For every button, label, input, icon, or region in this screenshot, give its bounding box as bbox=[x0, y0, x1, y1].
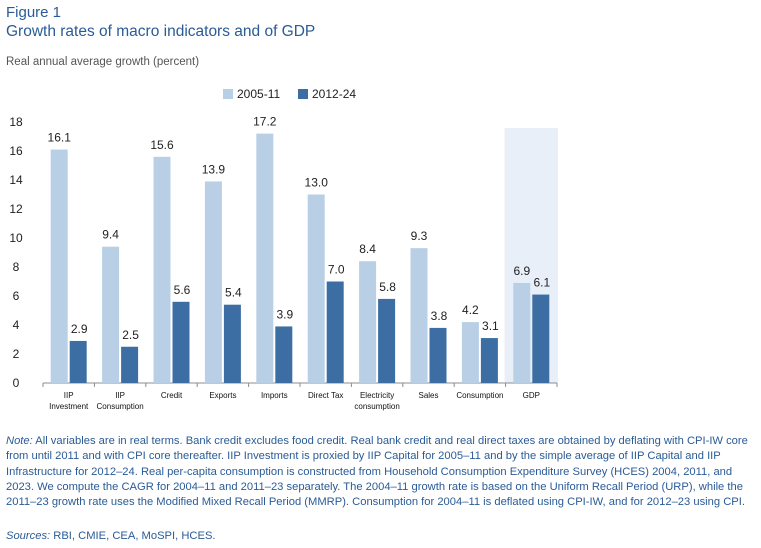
legend-swatch-2005-11 bbox=[223, 89, 233, 99]
data-label-2012-24: 5.6 bbox=[174, 283, 191, 297]
y-tick-label: 10 bbox=[9, 231, 23, 245]
data-label-2005-11: 16.1 bbox=[48, 131, 72, 145]
x-tick-label: Consumption bbox=[97, 402, 144, 411]
data-label-2005-11: 9.4 bbox=[102, 228, 119, 242]
chart-note: Note: All variables are in real terms. B… bbox=[6, 434, 754, 510]
y-tick-label: 14 bbox=[9, 173, 23, 187]
legend-label-2012-24: 2012-24 bbox=[312, 87, 356, 101]
bar-2005-11 bbox=[256, 133, 274, 383]
bar-chart: 0 2 4 6 8 10 12 14 16 18 16.1 2.9 IIP Investment 9.4 2.… bbox=[9, 87, 558, 411]
data-label-2005-11: 6.9 bbox=[513, 264, 530, 278]
bar-2012-24 bbox=[429, 327, 447, 383]
bar-2012-24 bbox=[480, 338, 498, 383]
x-tick-label: GDP bbox=[523, 391, 540, 400]
sources-label: Sources: bbox=[6, 530, 51, 542]
bar-2005-11 bbox=[410, 248, 428, 383]
legend-label-2005-11: 2005-11 bbox=[237, 87, 280, 101]
x-tick-label: IIP bbox=[115, 391, 125, 400]
note-label: Note: bbox=[6, 435, 33, 447]
x-tick-label: Imports bbox=[261, 391, 288, 400]
data-label-2005-11: 13.0 bbox=[305, 176, 329, 190]
bar-2005-11 bbox=[153, 156, 171, 383]
y-tick-label: 2 bbox=[13, 347, 20, 361]
bar-2005-11 bbox=[359, 261, 377, 383]
bar-2012-24 bbox=[69, 340, 87, 383]
bar-2012-24 bbox=[223, 304, 241, 383]
data-label-2012-24: 2.5 bbox=[122, 328, 139, 342]
y-tick-label: 8 bbox=[13, 260, 20, 274]
y-tick-label: 0 bbox=[13, 376, 20, 390]
bar-2012-24 bbox=[121, 346, 139, 383]
y-tick-label: 4 bbox=[13, 318, 20, 332]
x-tick-label: Investment bbox=[49, 402, 89, 411]
x-tick-label: Credit bbox=[161, 391, 183, 400]
data-label-2012-24: 5.4 bbox=[225, 286, 242, 300]
data-label-2012-24: 2.9 bbox=[71, 322, 88, 336]
bar-2005-11 bbox=[307, 194, 325, 383]
bar-2012-24 bbox=[172, 301, 190, 383]
x-tick-label: Consumption bbox=[456, 391, 503, 400]
bar-2012-24 bbox=[532, 294, 550, 383]
data-label-2012-24: 3.8 bbox=[431, 309, 448, 323]
data-label-2005-11: 9.3 bbox=[411, 229, 428, 243]
x-tick-label: IIP bbox=[64, 391, 74, 400]
x-tick-label: Exports bbox=[209, 391, 236, 400]
y-tick-label: 18 bbox=[9, 115, 23, 129]
y-tick-label: 12 bbox=[9, 202, 23, 216]
bar-2005-11 bbox=[102, 246, 120, 383]
data-label-2012-24: 6.1 bbox=[533, 276, 550, 290]
legend-swatch-2012-24 bbox=[298, 89, 308, 99]
y-tick-label: 16 bbox=[9, 144, 23, 158]
bar-2005-11 bbox=[50, 149, 68, 383]
bar-2005-11 bbox=[513, 282, 531, 383]
data-label-2012-24: 5.8 bbox=[379, 280, 396, 294]
data-label-2005-11: 13.9 bbox=[202, 162, 226, 176]
chart-sources: Sources: RBI, CMIE, CEA, MoSPI, HCES. bbox=[6, 530, 216, 542]
data-label-2005-11: 8.4 bbox=[359, 242, 376, 256]
bar-2005-11 bbox=[204, 181, 222, 383]
sources-text: RBI, CMIE, CEA, MoSPI, HCES. bbox=[50, 530, 216, 542]
chart-title: Growth rates of macro indicators and of … bbox=[6, 23, 316, 40]
data-label-2005-11: 4.2 bbox=[462, 303, 479, 317]
note-text: All variables are in real terms. Bank cr… bbox=[6, 435, 748, 509]
gdp-highlight-band bbox=[504, 128, 558, 383]
data-label-2012-24: 3.9 bbox=[276, 307, 293, 321]
x-tick-label: consumption bbox=[354, 402, 399, 411]
chart-subtitle: Real annual average growth (percent) bbox=[6, 56, 200, 68]
y-tick-label: 6 bbox=[13, 289, 20, 303]
data-label-2005-11: 15.6 bbox=[150, 138, 174, 152]
x-tick-label: Sales bbox=[418, 391, 438, 400]
bar-2012-24 bbox=[275, 326, 293, 383]
bar-2005-11 bbox=[461, 322, 479, 383]
data-label-2012-24: 3.1 bbox=[482, 319, 499, 333]
bar-2012-24 bbox=[378, 298, 396, 383]
bar-2012-24 bbox=[326, 281, 344, 383]
data-label-2012-24: 7.0 bbox=[328, 263, 345, 277]
data-label-2005-11: 17.2 bbox=[253, 115, 277, 129]
figure-label: Figure 1 bbox=[6, 4, 62, 21]
x-tick-label: Electricity bbox=[360, 391, 394, 400]
x-tick-label: Direct Tax bbox=[308, 391, 343, 400]
